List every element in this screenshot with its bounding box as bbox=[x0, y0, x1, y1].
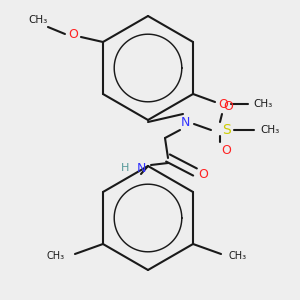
Text: CH₃: CH₃ bbox=[229, 251, 247, 261]
Text: H: H bbox=[121, 163, 129, 173]
Text: S: S bbox=[222, 123, 231, 137]
Text: N: N bbox=[180, 116, 190, 128]
Text: O: O bbox=[223, 100, 233, 112]
Text: CH₃: CH₃ bbox=[28, 15, 48, 25]
Text: O: O bbox=[68, 28, 78, 40]
Text: CH₃: CH₃ bbox=[47, 251, 65, 261]
Text: O: O bbox=[218, 98, 228, 110]
Text: CH₃: CH₃ bbox=[254, 99, 273, 109]
Text: CH₃: CH₃ bbox=[260, 125, 280, 135]
Text: O: O bbox=[221, 145, 231, 158]
Text: N: N bbox=[136, 161, 146, 175]
Text: O: O bbox=[198, 169, 208, 182]
